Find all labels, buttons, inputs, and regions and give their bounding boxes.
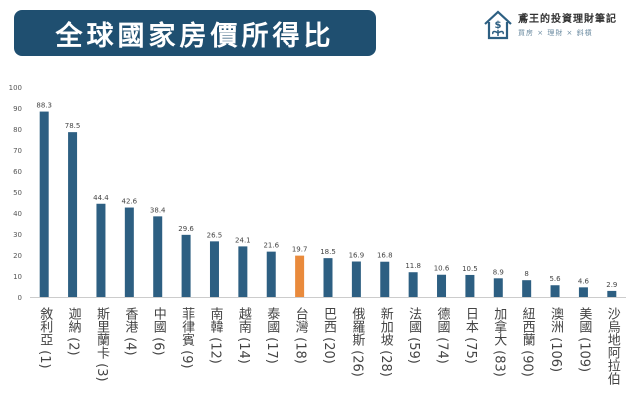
page-title: 全球國家房價所得比 [14,10,376,56]
data-label: 8 [524,270,528,278]
bar [380,261,390,297]
bar [465,274,475,297]
brand-logo: $ 鳶王的投資理財筆記 買房 × 理財 × 斜槓 [482,8,632,44]
bar [295,255,305,297]
x-tick-label: 俄羅斯 (26) [349,307,365,377]
y-tick-label: 70 [13,147,22,155]
svg-text:$: $ [495,20,502,31]
data-label: 2.9 [606,281,617,289]
data-label: 18.5 [320,248,336,256]
data-label: 88.3 [36,102,52,110]
data-label: 29.6 [178,225,194,233]
x-tick-label: 泰國 (17) [264,307,280,364]
x-tick-label: 中國 (6) [150,307,166,356]
x-tick-label: 敘利亞 (1) [37,307,53,369]
bar [68,132,78,297]
data-label: 44.4 [93,194,109,202]
brand-tagline: 買房 × 理財 × 斜槓 [518,29,593,37]
y-tick-label: 100 [9,84,22,92]
data-label: 11.8 [405,262,421,270]
x-tick-label: 新加坡 (28) [377,307,393,377]
x-tick-label: 加拿大 (83) [491,307,507,377]
bar [124,207,134,297]
y-tick-label: 50 [13,189,22,197]
x-tick-label: 澳洲 (106) [548,307,564,373]
x-tick-label: 菲律賓 (9) [179,307,195,369]
y-tick-label: 20 [13,252,22,260]
data-label: 78.5 [65,122,81,130]
data-label: 42.6 [122,198,138,206]
data-label: 8.9 [493,268,504,276]
y-tick-label: 30 [13,231,22,239]
house-dollar-plant-icon: $ [484,10,512,40]
data-label: 16.8 [377,252,393,260]
y-tick-label: 80 [13,126,22,134]
x-tick-label: 沙烏地阿拉伯 [604,307,620,385]
bar [351,261,361,297]
x-tick-label: 斯里蘭卡 (3) [93,307,109,382]
x-tick-label: 香港 (4) [122,307,138,356]
bar [522,280,532,297]
x-tick-label: 日本 (75) [462,307,478,364]
data-label: 10.5 [462,265,478,273]
bar [607,290,617,297]
bar [266,251,276,297]
data-label: 24.1 [235,236,251,244]
x-tick-label: 紐西蘭 (90) [519,307,535,377]
x-tick-label: 德國 (74) [434,307,450,364]
bar [323,258,333,297]
bar [96,203,106,297]
bar [550,285,560,297]
bar [209,241,219,297]
bar [437,274,447,297]
data-label: 16.9 [349,252,365,260]
bar [153,216,163,297]
x-tick-label: 美國 (109) [576,307,592,373]
data-label: 26.5 [207,231,223,239]
y-tick-label: 90 [13,105,22,113]
bar [408,272,418,297]
y-tick-label: 40 [13,210,22,218]
data-label: 4.6 [578,277,590,285]
bar [181,234,191,297]
x-tick-label: 法國 (59) [406,307,422,364]
data-label: 19.7 [292,246,308,254]
brand-name: 鳶王的投資理財筆記 [518,14,617,25]
data-label: 10.6 [434,265,450,273]
y-tick-label: 10 [13,273,22,281]
data-label: 5.6 [549,275,561,283]
bar [493,278,503,297]
x-tick-label: 越南 (14) [235,307,251,364]
bar [238,246,248,297]
x-tick-label: 巴西 (20) [321,307,336,364]
bar [578,287,588,297]
x-tick-label: 迦納 (2) [65,307,81,356]
x-tick-label: 南韓 (12) [207,307,223,364]
bar [39,111,49,297]
y-tick-label: 0 [18,294,22,302]
x-tick-label: 台灣 (18) [292,307,308,364]
data-label: 21.6 [263,242,279,250]
data-label: 38.4 [150,206,166,214]
y-tick-label: 60 [13,168,22,176]
